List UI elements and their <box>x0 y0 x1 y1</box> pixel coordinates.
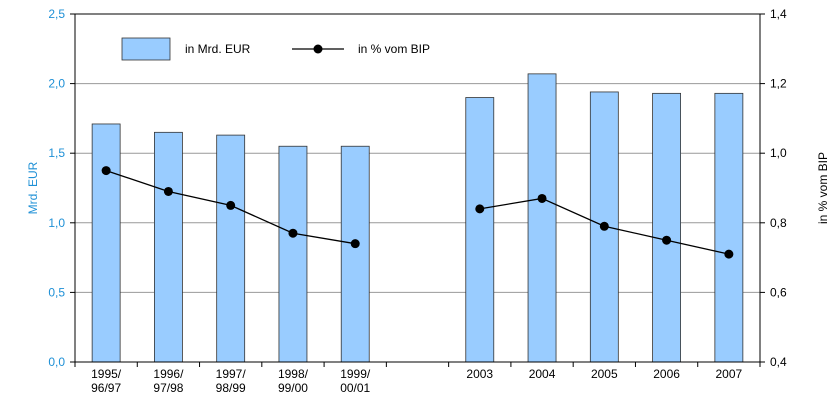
y-tick-label: 2,0 <box>48 77 65 91</box>
x-tick-label-line: 1996/ <box>153 367 184 381</box>
x-tick-label: 2006 <box>653 367 680 381</box>
x-tick-label-line: 1999/ <box>340 367 371 381</box>
y2-tick-label: 1,0 <box>770 146 787 160</box>
x-tick-label: 1999/00/01 <box>340 367 371 395</box>
bar <box>216 134 246 363</box>
x-tick-label-line: 2006 <box>653 367 680 381</box>
line-point <box>599 221 609 231</box>
plot-frame <box>74 13 761 363</box>
y-tick-label: 1,5 <box>48 146 65 160</box>
x-tick-label-line: 97/98 <box>153 381 183 395</box>
x-tick-label-line: 1997/ <box>216 367 247 381</box>
line-point <box>163 186 173 196</box>
x-tick-label: 2007 <box>716 367 743 381</box>
bar <box>154 131 183 363</box>
bar <box>465 97 495 363</box>
line-point <box>101 166 111 176</box>
line-point <box>288 228 298 238</box>
x-tick-label-line: 2004 <box>529 367 556 381</box>
line-point <box>350 239 360 249</box>
line-point <box>226 200 236 210</box>
x-tick-label: 1995/96/97 <box>91 367 122 395</box>
line <box>105 169 730 255</box>
x-tick-label-line: 2005 <box>591 367 618 381</box>
x-tick-label: 2003 <box>466 367 493 381</box>
line-point <box>475 204 485 214</box>
legend-label: in % vom BIP <box>358 42 430 56</box>
line-point <box>537 193 547 203</box>
x-tick-label: 2004 <box>529 367 556 381</box>
y-tick-label: 1,0 <box>48 216 65 230</box>
legend-marker <box>313 44 323 54</box>
y-tick-label: 2,5 <box>48 7 65 21</box>
legend-swatch <box>121 37 171 61</box>
line-point <box>662 235 672 245</box>
x-tick-label-line: 2003 <box>466 367 493 381</box>
y-tick-label: 0,5 <box>48 285 65 299</box>
x-tick-label: 1998/99/00 <box>278 367 309 395</box>
line-point <box>724 249 734 259</box>
legend-label: in Mrd. EUR <box>185 42 251 56</box>
y2-axis-label: in % vom BIP <box>816 152 830 224</box>
y-tick-label: 0,0 <box>48 355 65 369</box>
x-tick-label-line: 96/97 <box>91 381 121 395</box>
bar <box>278 145 308 363</box>
y2-tick-label: 1,2 <box>770 77 787 91</box>
y2-tick-label: 0,8 <box>770 216 787 230</box>
x-tick-label: 1996/97/98 <box>153 367 184 395</box>
bar <box>340 145 370 363</box>
x-tick-label-line: 1998/ <box>278 367 309 381</box>
bar <box>91 123 121 363</box>
y2-tick-label: 1,4 <box>770 7 787 21</box>
bar <box>527 73 557 363</box>
x-tick-label-line: 2007 <box>716 367 743 381</box>
x-tick-label-line: 99/00 <box>278 381 308 395</box>
y2-tick-label: 0,6 <box>770 285 787 299</box>
x-tick-label: 2005 <box>591 367 618 381</box>
x-tick-label-line: 00/01 <box>340 381 370 395</box>
x-tick-label-line: 98/99 <box>216 381 246 395</box>
bar <box>652 92 681 363</box>
bar <box>714 92 744 363</box>
x-tick-label: 1997/98/99 <box>216 367 247 395</box>
y2-tick-label: 0,4 <box>770 355 787 369</box>
x-tick-label-line: 1995/ <box>91 367 122 381</box>
y-axis-label: Mrd. EUR <box>26 161 40 214</box>
